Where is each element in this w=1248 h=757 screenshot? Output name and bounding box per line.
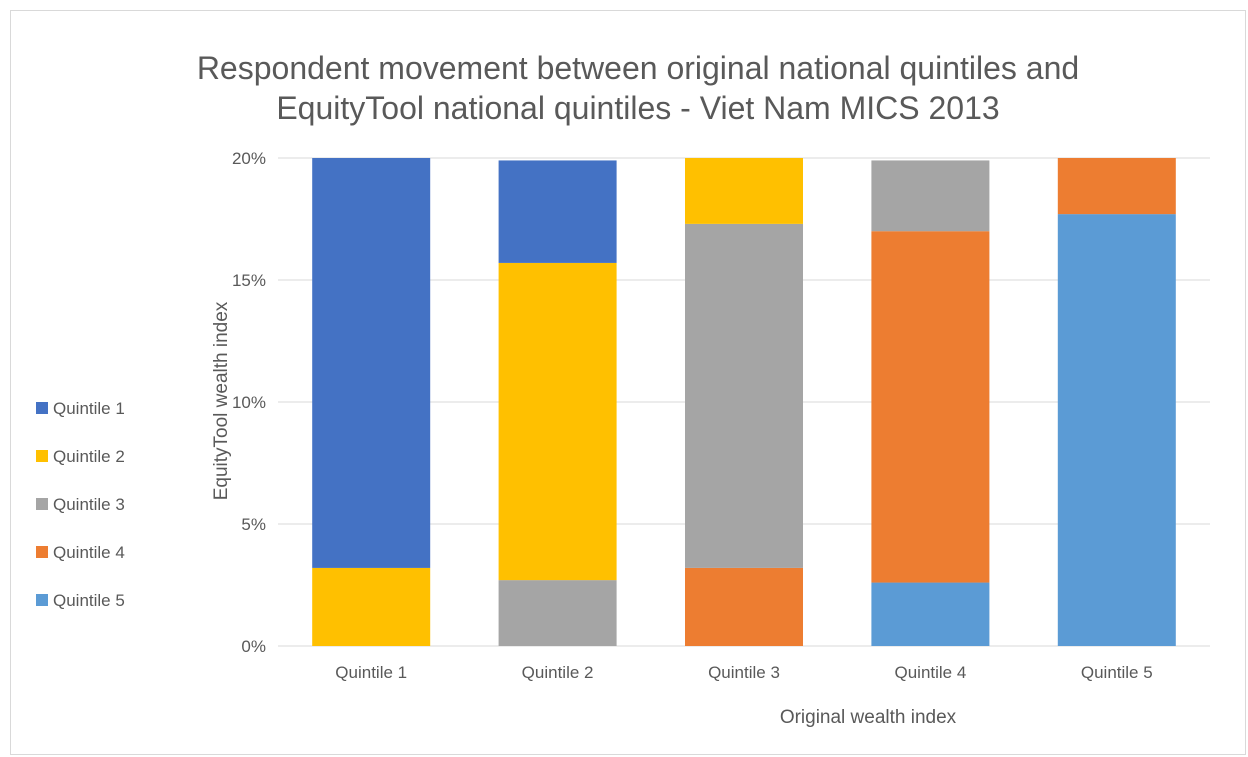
legend-label: Quintile 3 — [53, 495, 125, 514]
legend-swatch — [36, 546, 48, 558]
chart-title-line-2: EquityTool national quintiles - Viet Nam… — [276, 90, 999, 126]
chart-frame: Respondent movement between original nat… — [10, 10, 1246, 755]
chart-title: Respondent movement between original nat… — [197, 50, 1079, 126]
bar-segment — [871, 231, 990, 583]
legend-swatch — [36, 498, 48, 510]
chart-title-line-1: Respondent movement between original nat… — [197, 50, 1079, 86]
y-axis-ticks: 0% 5% 10% 15% 20% — [232, 149, 266, 656]
bar-segment — [312, 567, 431, 646]
y-tick-label: 15% — [232, 271, 266, 290]
bar-segment — [871, 582, 990, 646]
bar-segment — [685, 158, 803, 224]
x-axis-ticks: Quintile 1 Quintile 2 Quintile 3 Quintile 4… — [335, 663, 1152, 682]
x-axis-title: Original wealth index — [780, 707, 957, 728]
bar-segment — [498, 580, 617, 646]
bar-segment — [498, 262, 617, 581]
bar-segment — [1057, 158, 1176, 215]
bars — [312, 158, 1176, 646]
legend: Quintile 1 Quintile 2 Quintile 3 Quintile 4… — [36, 399, 125, 610]
y-tick-label: 5% — [241, 515, 266, 534]
bar-segment — [685, 567, 803, 646]
stacked-bar-chart: Respondent movement between original nat… — [36, 50, 1210, 728]
y-tick-label: 10% — [232, 393, 266, 412]
legend-label: Quintile 4 — [53, 543, 125, 562]
bar-segment — [1057, 214, 1176, 646]
legend-swatch — [36, 450, 48, 462]
bar-segment — [498, 160, 617, 263]
x-tick-label: Quintile 3 — [708, 663, 780, 682]
legend-label: Quintile 5 — [53, 591, 125, 610]
x-tick-label: Quintile 4 — [894, 663, 966, 682]
legend-label: Quintile 1 — [53, 399, 125, 418]
bar-segment — [685, 223, 803, 568]
y-axis-title: EquityTool wealth index — [211, 301, 232, 500]
y-tick-label: 20% — [232, 149, 266, 168]
bar-segment — [312, 158, 431, 568]
y-tick-label: 0% — [241, 637, 266, 656]
x-tick-label: Quintile 2 — [522, 663, 594, 682]
bar-segment — [871, 160, 990, 232]
legend-swatch — [36, 594, 48, 606]
legend-swatch — [36, 402, 48, 414]
x-tick-label: Quintile 1 — [335, 663, 407, 682]
legend-label: Quintile 2 — [53, 447, 125, 466]
x-tick-label: Quintile 5 — [1081, 663, 1153, 682]
